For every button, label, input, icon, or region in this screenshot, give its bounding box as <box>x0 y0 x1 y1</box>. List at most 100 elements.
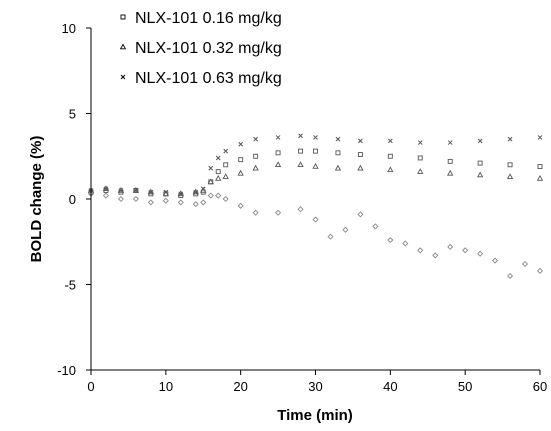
legend-label: NLX-101 0.16 mg/kg <box>135 10 282 27</box>
data-point <box>417 168 424 174</box>
data-point <box>208 165 214 171</box>
data-point <box>215 192 222 199</box>
data-point <box>297 206 304 213</box>
data-point <box>117 195 124 203</box>
data-point <box>342 226 349 233</box>
data-point <box>148 189 154 195</box>
data-point <box>253 136 258 142</box>
data-point <box>417 155 423 161</box>
data-point <box>102 185 110 191</box>
data-point <box>477 160 483 166</box>
data-point <box>252 164 259 171</box>
data-point <box>536 267 544 274</box>
y-axis-title: BOLD change (%) <box>28 136 45 263</box>
data-point <box>102 192 110 199</box>
x-tick-label: 20 <box>233 379 247 394</box>
y-tick-label: 0 <box>69 192 76 207</box>
data-point <box>193 189 199 195</box>
data-point <box>118 188 124 193</box>
data-point <box>462 247 469 254</box>
data-point <box>223 162 229 168</box>
data-point <box>207 178 214 185</box>
x-tick-label: 50 <box>458 379 472 394</box>
legend: NLX-101 0.16 mg/kg NLX-101 0.32 mg/kg NLX-… <box>119 10 282 87</box>
data-point <box>537 164 543 169</box>
data-point <box>507 162 513 168</box>
data-point <box>215 169 221 175</box>
data-point <box>275 135 281 140</box>
data-point <box>117 186 125 193</box>
data-point <box>223 148 229 154</box>
data-point <box>357 211 364 218</box>
series-triangle <box>87 161 544 197</box>
x-tick-label: 60 <box>533 379 547 394</box>
data-point <box>387 153 393 159</box>
y-tick-label: 5 <box>69 107 76 122</box>
data-point <box>506 173 514 180</box>
x-tick-label: 0 <box>87 379 94 394</box>
y-tick-label: 10 <box>62 21 76 36</box>
data-point <box>133 188 139 193</box>
data-point <box>476 171 484 178</box>
series-square <box>88 148 543 199</box>
data-point <box>298 148 303 154</box>
series-cross <box>88 133 543 197</box>
data-point <box>447 169 454 176</box>
x-ticks: 0 10 20 30 40 50 60 <box>87 370 547 394</box>
data-point <box>238 141 244 147</box>
data-point <box>192 201 199 208</box>
data-point <box>477 250 484 257</box>
legend-label: NLX-101 0.63 mg/kg <box>135 70 282 87</box>
data-point <box>192 188 199 195</box>
data-point <box>335 136 341 142</box>
data-point <box>147 188 155 195</box>
data-point <box>447 158 453 164</box>
data-point <box>238 157 244 163</box>
data-point <box>177 199 184 206</box>
data-point <box>417 247 424 254</box>
data-point <box>312 216 319 223</box>
data-point <box>334 164 342 171</box>
data-point <box>274 161 282 168</box>
x-tick-label: 40 <box>383 379 397 394</box>
data-point <box>275 209 282 216</box>
data-point <box>207 192 214 199</box>
data-point <box>387 138 393 144</box>
x-tick-label: 30 <box>308 379 322 394</box>
data-point <box>162 197 169 204</box>
data-point <box>297 161 304 168</box>
data-point <box>447 243 454 250</box>
y-tick-label: -10 <box>57 363 76 378</box>
data-point <box>537 135 543 140</box>
data-point <box>492 257 499 264</box>
legend-marker <box>119 43 127 50</box>
data-point <box>312 162 319 169</box>
data-point <box>275 150 281 156</box>
data-point <box>402 240 409 247</box>
data-point <box>253 153 259 159</box>
data-point <box>132 195 139 203</box>
data-point <box>417 140 423 145</box>
data-point <box>147 199 154 206</box>
data-point <box>313 148 318 154</box>
data-point <box>447 140 453 145</box>
data-point <box>387 237 394 244</box>
x-axis-title: Time (min) <box>277 407 353 424</box>
legend-marker <box>120 14 126 20</box>
data-point <box>432 252 439 259</box>
legend-marker <box>120 74 126 80</box>
data-point <box>237 169 244 176</box>
data-point <box>252 209 259 216</box>
data-point <box>178 191 184 197</box>
data-point <box>103 186 109 192</box>
data-point <box>298 133 303 139</box>
data-point <box>200 199 207 206</box>
data-point <box>222 173 229 180</box>
data-point <box>335 150 341 156</box>
y-ticks: 10 5 0 -5 -10 <box>57 21 91 378</box>
data-point <box>536 174 544 181</box>
data-point <box>358 138 363 144</box>
data-point <box>387 166 394 173</box>
data-point <box>237 202 244 209</box>
